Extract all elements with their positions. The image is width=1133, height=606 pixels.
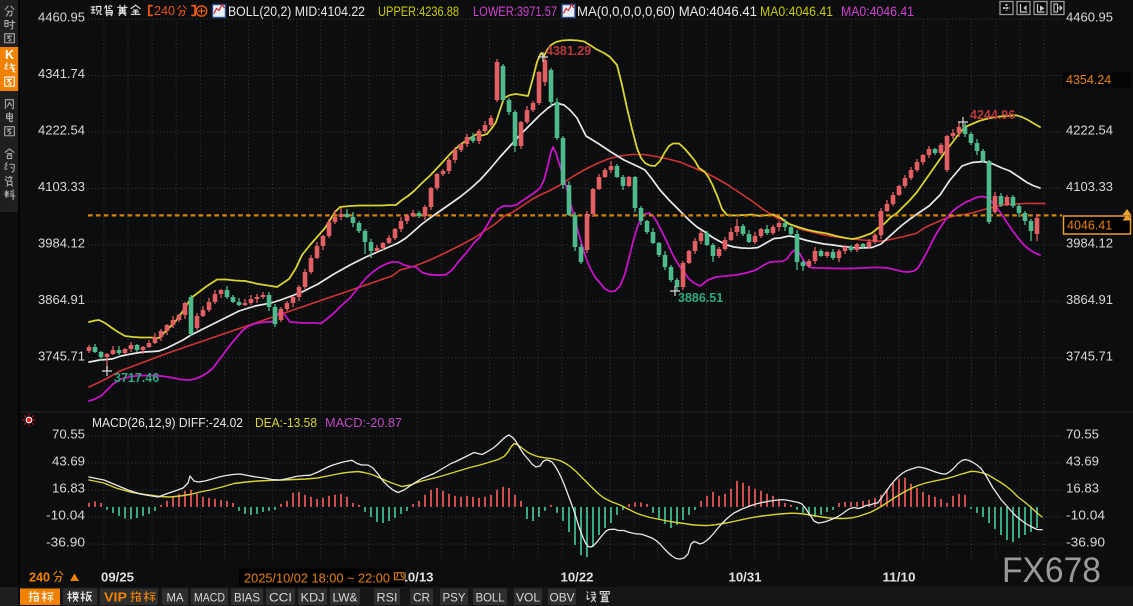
svg-text:KDJ: KDJ [301, 591, 325, 605]
svg-text:MACD: MACD [194, 591, 225, 605]
svg-text:3864.91: 3864.91 [38, 293, 85, 307]
svg-text:LW&: LW& [333, 591, 358, 605]
svg-text:MA(0,0,0,0,0,60) MA0:4046.41: MA(0,0,0,0,0,60) MA0:4046.41 [577, 4, 757, 19]
svg-text:VOL: VOL [516, 591, 540, 605]
svg-text:K: K [5, 48, 14, 62]
svg-text:RSI: RSI [377, 591, 398, 605]
svg-text:FX678: FX678 [1002, 551, 1101, 590]
svg-text:CR: CR [413, 591, 430, 605]
svg-text:BOLL: BOLL [476, 591, 505, 605]
svg-text:LOWER:3971.57: LOWER:3971.57 [473, 4, 557, 19]
svg-text:UPPER:4236.88: UPPER:4236.88 [378, 4, 459, 19]
svg-text:MA: MA [167, 591, 184, 605]
svg-text:4103.33: 4103.33 [38, 180, 85, 194]
svg-text:MA0:4046.41: MA0:4046.41 [841, 4, 914, 19]
svg-text:4341.74: 4341.74 [38, 67, 85, 81]
svg-text:4244.96: 4244.96 [970, 108, 1015, 122]
svg-text:CCI: CCI [269, 591, 292, 605]
svg-text:4460.95: 4460.95 [1066, 11, 1113, 25]
svg-text:70.55: 70.55 [1066, 427, 1099, 441]
svg-text:4381.29: 4381.29 [546, 44, 591, 58]
svg-text:4354.24: 4354.24 [1066, 73, 1111, 87]
svg-text:MA0:4046.41: MA0:4046.41 [760, 4, 833, 19]
svg-text:-10.04: -10.04 [46, 508, 85, 522]
svg-text:70.55: 70.55 [52, 427, 85, 441]
svg-text:11/10: 11/10 [883, 571, 916, 585]
svg-text:-36.90: -36.90 [46, 535, 85, 549]
svg-text:16.83: 16.83 [1066, 481, 1099, 495]
svg-text:3886.51: 3886.51 [678, 291, 723, 305]
svg-text:4460.95: 4460.95 [38, 11, 85, 25]
svg-text:3984.12: 3984.12 [1066, 236, 1113, 250]
svg-text:3984.12: 3984.12 [38, 236, 85, 250]
svg-text:3717.46: 3717.46 [114, 371, 159, 385]
svg-text:10/31: 10/31 [729, 571, 762, 585]
svg-text:09/25: 09/25 [101, 571, 134, 585]
svg-text:MACD(26,12,9) DIFF:-24.02: MACD(26,12,9) DIFF:-24.02 [92, 415, 243, 430]
svg-text:BOLL(20,2) MID:4104.22: BOLL(20,2) MID:4104.22 [228, 4, 365, 19]
svg-text:4222.54: 4222.54 [1066, 123, 1113, 137]
svg-text:3864.91: 3864.91 [1066, 293, 1113, 307]
svg-text:-10.04: -10.04 [1066, 508, 1105, 522]
svg-text:43.69: 43.69 [52, 454, 85, 468]
svg-text:240: 240 [154, 4, 175, 18]
svg-text:4222.54: 4222.54 [38, 123, 85, 137]
svg-text:3745.71: 3745.71 [1066, 349, 1113, 363]
svg-text:OBV: OBV [550, 591, 575, 605]
svg-text:MACD:-20.87: MACD:-20.87 [325, 415, 402, 430]
svg-text:PSY: PSY [443, 591, 466, 605]
svg-text:4046.41: 4046.41 [1067, 219, 1112, 233]
svg-text:240: 240 [29, 570, 50, 585]
svg-text:VIP: VIP [104, 591, 127, 605]
svg-text:BIAS: BIAS [234, 591, 260, 605]
svg-text:43.69: 43.69 [1066, 454, 1099, 468]
svg-text:3745.71: 3745.71 [38, 349, 85, 363]
svg-text:4103.33: 4103.33 [1066, 180, 1113, 194]
svg-text:DEA:-13.58: DEA:-13.58 [255, 415, 317, 430]
svg-text:-36.90: -36.90 [1066, 535, 1105, 549]
svg-text:16.83: 16.83 [52, 481, 85, 495]
svg-text:10/13: 10/13 [401, 571, 434, 585]
svg-text:10/22: 10/22 [561, 571, 594, 585]
svg-text:2025/10/02 18:00 ~ 22:00: 2025/10/02 18:00 ~ 22:00 [244, 571, 390, 586]
